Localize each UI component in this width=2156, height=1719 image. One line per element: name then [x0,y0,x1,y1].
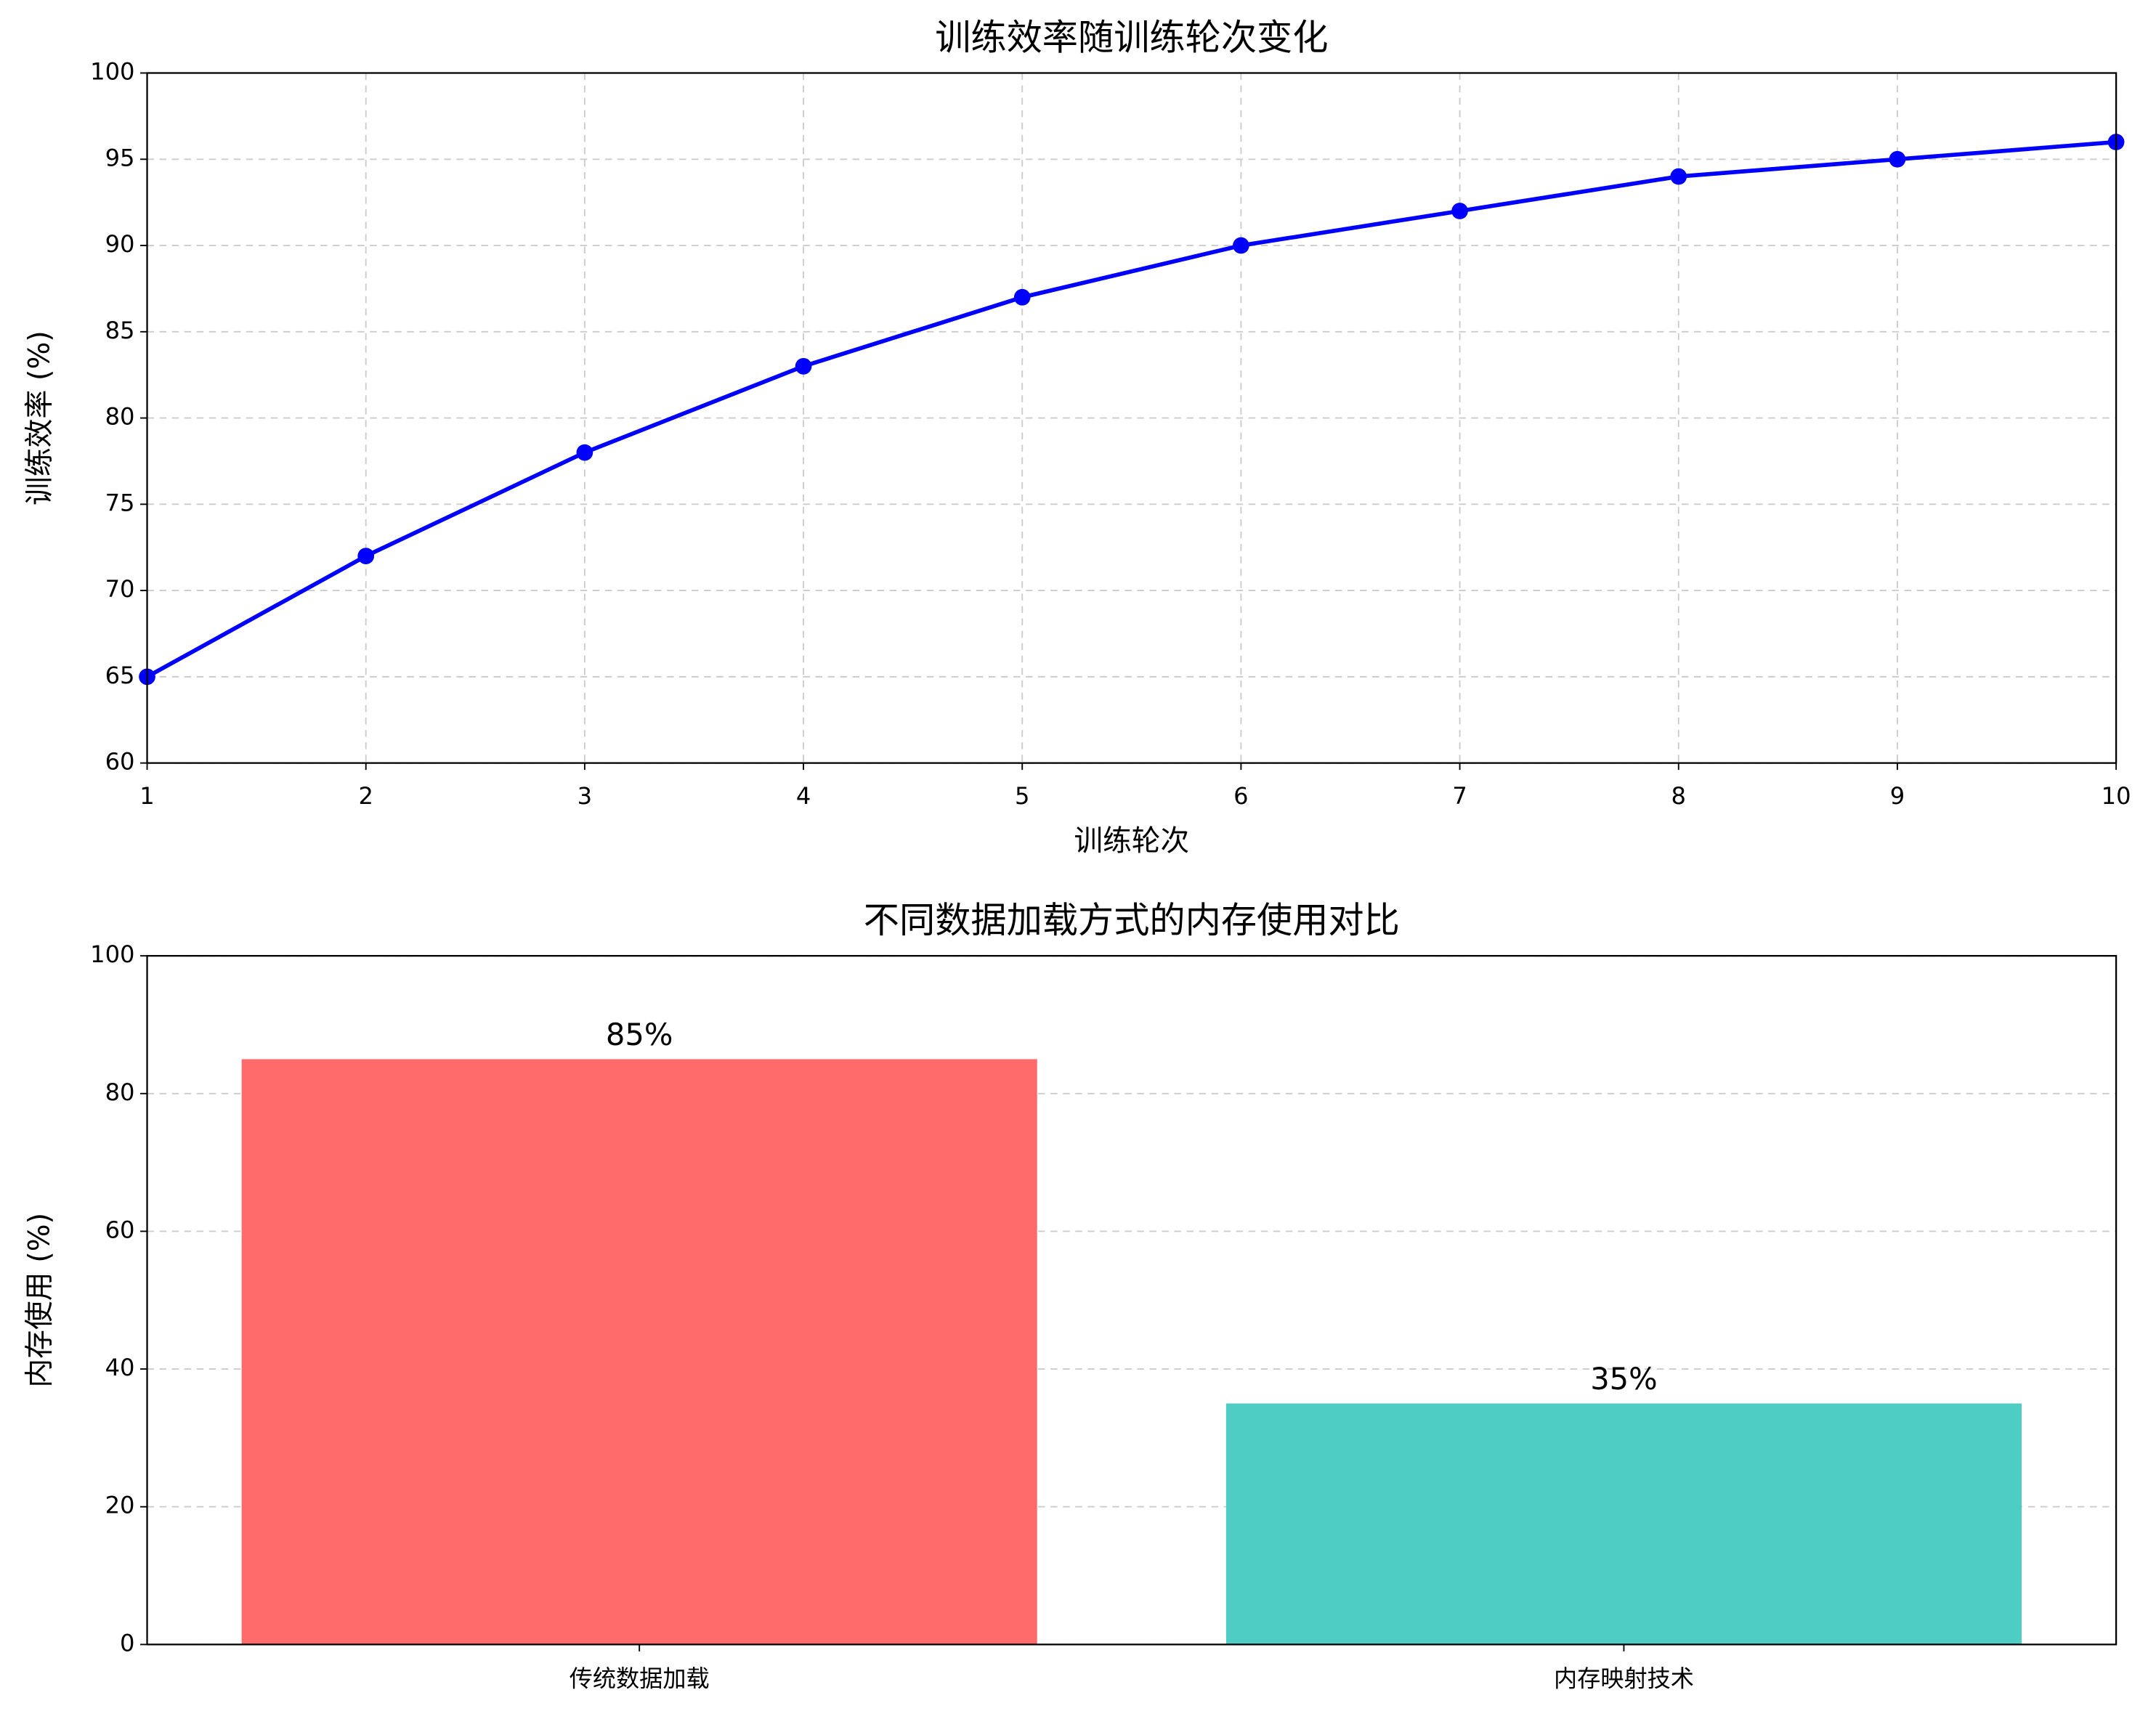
x-tick-label: 1 [139,782,154,810]
x-tick-label: 6 [1233,782,1248,810]
chart-title: 训练效率随训练轮次变化 [935,16,1328,58]
x-axis-label: 训练轮次 [1074,824,1189,858]
y-tick-label: 100 [90,57,134,85]
y-tick-label: 20 [105,1492,135,1519]
value-label: 35% [1590,1361,1658,1397]
y-tick-label: 65 [105,662,135,689]
x-tick-label: 3 [578,782,592,810]
y-tick-label: 80 [105,1078,135,1106]
axes-frame [146,72,2118,764]
y-tick-label: 80 [105,403,135,431]
bar [1225,1403,2022,1645]
data-point [1670,168,1687,185]
data-point [1013,288,1031,306]
data-point [1451,203,1468,219]
x-tick-label: 10 [2102,782,2131,810]
y-tick-label: 0 [120,1629,134,1657]
x-tick-label: 5 [1015,782,1029,810]
x-tick-label: 内存映射技术 [1554,1665,1694,1693]
x-tick-label: 8 [1671,782,1686,810]
y-tick-label: 60 [105,1216,135,1243]
value-label: 85% [606,1017,673,1052]
y-axis-label: 训练效率 (%) [23,330,56,505]
bar [241,1059,1037,1645]
y-tick-label: 75 [105,489,135,516]
y-tick-label: 90 [105,230,135,258]
y-tick-label: 85 [105,317,135,344]
data-point [357,548,375,564]
data-point [1233,237,1249,254]
y-tick-label: 100 [90,940,134,968]
y-tick-label: 70 [105,575,135,603]
y-tick-label: 60 [105,748,135,776]
y-tick-label: 95 [105,144,135,171]
y-axis-label: 内存使用 (%) [23,1213,56,1388]
x-tick-label: 9 [1890,782,1905,810]
chart-title: 不同数据加载方式的内存使用对比 [864,899,1400,941]
axes-frame [146,955,2118,1646]
data-point [795,357,812,375]
x-tick-label: 传统数据加载 [570,1665,710,1693]
y-tick-label: 40 [105,1354,135,1381]
x-tick-label: 2 [358,782,373,810]
data-line [146,139,2117,679]
data-point [1889,150,1906,168]
x-tick-label: 4 [796,782,811,810]
data-point [576,444,593,461]
x-tick-label: 7 [1452,782,1467,810]
